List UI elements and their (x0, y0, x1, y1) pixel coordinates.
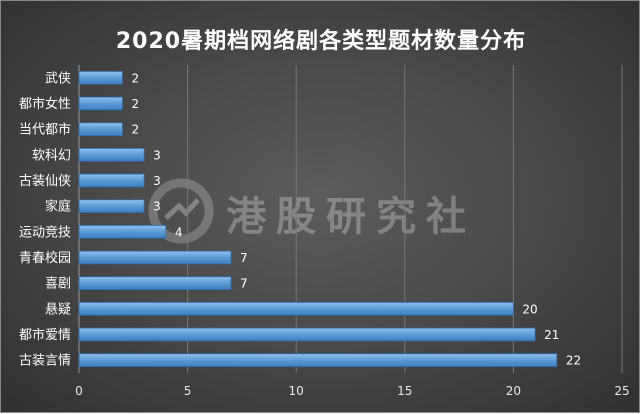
category-label: 运动竞技 (19, 224, 71, 240)
data-label: 20 (522, 302, 537, 316)
x-tick-label: 10 (289, 384, 304, 398)
category-label: 青春校园 (19, 250, 71, 266)
bar (78, 122, 123, 136)
bar (78, 173, 145, 188)
data-label: 7 (240, 251, 248, 265)
data-label: 3 (153, 200, 161, 214)
watermark: 港股研究社 (146, 176, 586, 246)
category-label: 喜剧 (45, 277, 71, 292)
category-label: 武侠 (45, 71, 71, 86)
watermark-text: 港股研究社 (226, 194, 476, 240)
x-tick-label: 25 (614, 384, 629, 398)
category-label: 都市女性 (19, 96, 71, 112)
bar (78, 302, 514, 316)
bar (78, 96, 123, 111)
data-label: 22 (566, 354, 581, 368)
bar (78, 71, 123, 85)
logo-circle-icon (148, 178, 214, 244)
category-label: 古装仙侠 (19, 174, 71, 189)
bar (78, 148, 145, 162)
chart-title: 2020暑期档网络剧各类型题材数量分布 (115, 29, 527, 54)
bar (78, 353, 558, 367)
bar (78, 250, 232, 265)
category-label: 古装言情 (19, 354, 71, 369)
category-label: 都市爱情 (19, 327, 71, 343)
data-label: 7 (240, 277, 248, 291)
x-tick-label: 20 (506, 384, 521, 398)
data-label: 21 (544, 328, 559, 342)
category-label: 当代都市 (19, 122, 71, 138)
category-label: 软科幻 (32, 148, 71, 163)
x-tick-label: 15 (397, 384, 412, 398)
x-tick-label: 5 (184, 384, 192, 398)
bar (78, 225, 167, 239)
bar (78, 327, 536, 342)
data-label: 2 (131, 71, 139, 85)
data-label: 2 (131, 123, 139, 137)
bar (78, 199, 145, 213)
data-label: 2 (131, 97, 139, 111)
category-label: 悬疑 (45, 301, 71, 317)
category-label: 家庭 (45, 199, 71, 215)
data-label: 3 (153, 148, 161, 162)
data-label: 3 (153, 174, 161, 188)
x-tick-label: 0 (75, 384, 83, 398)
bar (78, 276, 232, 290)
data-label: 4 (175, 225, 183, 239)
